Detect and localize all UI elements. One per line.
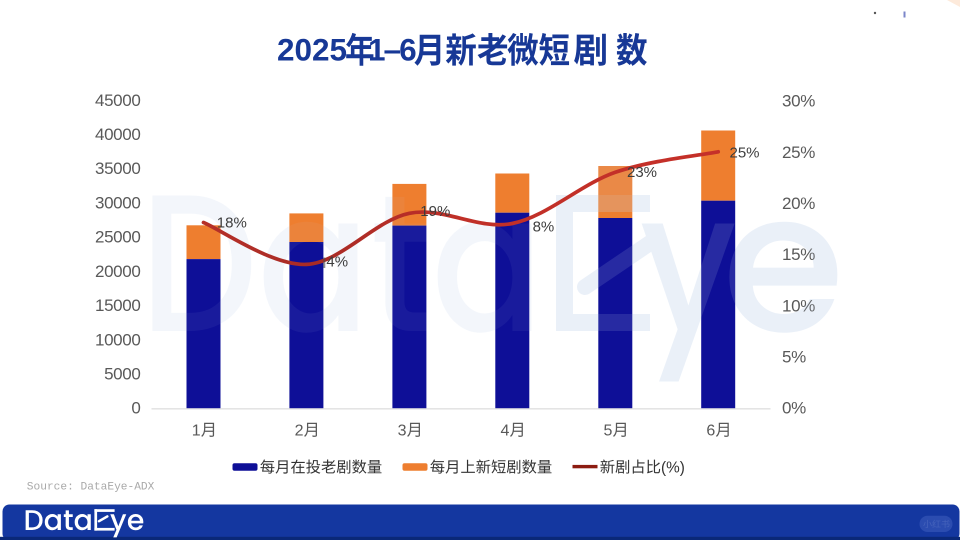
- svg-text:(%): (%): [661, 459, 685, 476]
- svg-text:Source: DataEye-ADX: Source: DataEye-ADX: [27, 482, 155, 494]
- svg-text:–: –: [384, 32, 402, 68]
- svg-text:40000: 40000: [95, 125, 141, 144]
- svg-text:18%: 18%: [217, 215, 247, 232]
- svg-text:15000: 15000: [95, 296, 141, 315]
- svg-text:1: 1: [368, 32, 386, 68]
- svg-text:5%: 5%: [782, 348, 806, 367]
- svg-text:5: 5: [604, 423, 613, 440]
- svg-text:1: 1: [192, 423, 201, 440]
- svg-text:35000: 35000: [95, 159, 141, 178]
- svg-text:3: 3: [398, 423, 407, 440]
- svg-text:2: 2: [295, 423, 304, 440]
- svg-text:25%: 25%: [782, 143, 815, 162]
- svg-text:20000: 20000: [95, 262, 141, 281]
- svg-text:25000: 25000: [95, 228, 141, 247]
- svg-text:0: 0: [131, 399, 140, 418]
- svg-text:25%: 25%: [730, 145, 760, 162]
- svg-text:45000: 45000: [95, 91, 141, 110]
- svg-text:6: 6: [399, 32, 417, 68]
- svg-text:2025: 2025: [277, 32, 347, 68]
- svg-text:0%: 0%: [782, 399, 806, 418]
- svg-text:6: 6: [706, 423, 715, 440]
- svg-text:4: 4: [501, 423, 510, 440]
- svg-text:23%: 23%: [627, 164, 657, 181]
- svg-text:15%: 15%: [782, 245, 815, 264]
- svg-text:10%: 10%: [782, 296, 815, 315]
- svg-text:10000: 10000: [95, 330, 141, 349]
- svg-text:20%: 20%: [782, 194, 815, 213]
- svg-text:30%: 30%: [782, 92, 815, 111]
- svg-text:30000: 30000: [95, 193, 141, 212]
- svg-text:5000: 5000: [104, 365, 140, 384]
- svg-text:19%: 19%: [420, 203, 450, 220]
- svg-text:4%: 4%: [326, 254, 348, 271]
- svg-text:8%: 8%: [533, 219, 555, 236]
